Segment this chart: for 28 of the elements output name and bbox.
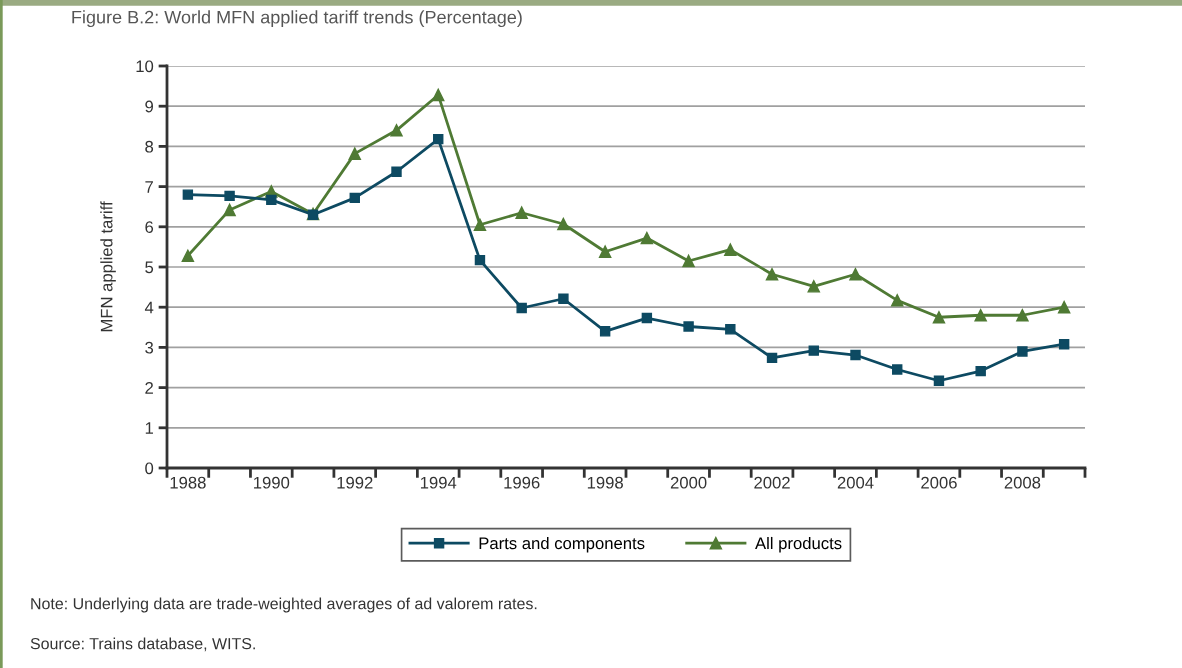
y-tick-label: 4: [144, 301, 154, 314]
y-tick-label: 3: [145, 341, 154, 354]
y-axis-title: MFN applied tariff: [100, 201, 116, 332]
source-note: Source: Trains database, WITS.: [30, 637, 255, 652]
y-tick-label: 5: [145, 261, 154, 274]
y-tick-label: 6: [145, 221, 154, 233]
x-tick-label: 1998: [587, 476, 623, 489]
x-tick-label: 1994: [420, 476, 457, 489]
legend-label: Parts and components: [479, 536, 645, 553]
x-tick-label: 1992: [337, 476, 373, 489]
y-tick-label: 0: [145, 462, 154, 475]
chart-title: Figure B.2: World MFN applied tariff trends (Percentage): [72, 10, 522, 28]
x-tick-label: 2004: [837, 476, 874, 489]
x-tick-label: 2008: [1004, 476, 1041, 489]
x-tick-label: 2000: [670, 476, 707, 489]
x-tick-label: 1988: [170, 476, 206, 489]
y-tick-label: 9: [145, 100, 154, 113]
y-tick-label: 10: [136, 60, 154, 73]
x-tick-label: 2002: [754, 476, 790, 489]
x-tick-label: 1996: [504, 476, 540, 489]
y-tick-label: 1: [145, 422, 153, 434]
x-tick-label: 2006: [921, 476, 957, 489]
text: Note: Underlying data are trade-weighted averages of ad valorem rates.: [31, 597, 537, 613]
legend-label: All products: [755, 536, 842, 553]
y-tick-label: 2: [145, 382, 153, 394]
y-tick-label: 7: [145, 181, 153, 193]
y-tick-label: 8: [145, 140, 154, 153]
x-tick-label: 1990: [254, 476, 290, 489]
